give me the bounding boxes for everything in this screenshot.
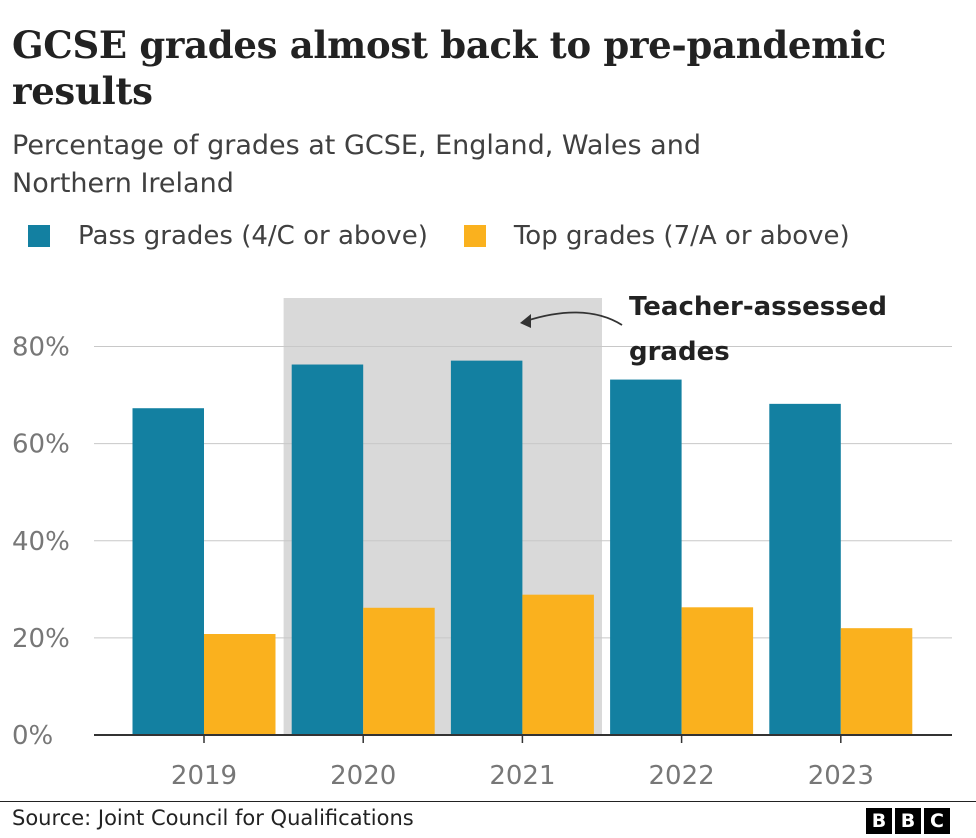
annotation-arrow — [525, 311, 623, 326]
chart-title: GCSE grades almost back to pre-pandemic … — [12, 23, 886, 113]
bar-pass-grades — [769, 403, 841, 735]
bar-top-grades — [522, 594, 594, 735]
chart-subtitle: Percentage of grades at GCSE, England, W… — [12, 130, 701, 199]
y-tick-label: 80% — [12, 333, 70, 363]
annotation-arrowhead — [520, 314, 531, 328]
x-tick-label: 2020 — [330, 761, 396, 791]
legend-item-pass: Pass grades (4/C or above) — [28, 221, 428, 251]
y-tick-label: 40% — [12, 527, 70, 557]
x-tick-label: 2022 — [649, 761, 715, 791]
bar-pass-grades — [610, 379, 682, 735]
annotation-text: grades — [629, 337, 730, 367]
bbc-logo-letter: B — [895, 808, 921, 834]
x-tick-label: 2023 — [808, 761, 874, 791]
legend-label-pass: Pass grades (4/C or above) — [78, 221, 428, 251]
legend-swatch-top — [463, 225, 486, 247]
bbc-logo-letter: C — [924, 808, 950, 834]
bar-top-grades — [363, 607, 435, 735]
footer-divider — [0, 801, 976, 802]
bbc-logo: B B C — [866, 808, 950, 834]
x-tick-label: 2019 — [171, 761, 237, 791]
y-tick-label: 0% — [12, 721, 53, 751]
bar-top-grades — [840, 628, 913, 735]
legend-label-top: Top grades (7/A or above) — [513, 221, 850, 251]
x-tick-label: 2021 — [489, 761, 555, 791]
source-note: Source: Joint Council for Qualifications — [12, 806, 414, 830]
y-tick-label: 20% — [12, 624, 70, 654]
legend-item-top: Top grades (7/A or above) — [463, 221, 850, 251]
legend: Pass grades (4/C or above) Top grades (7… — [28, 218, 886, 254]
bar-top-grades — [681, 607, 754, 735]
annotation-text: Teacher-assessed — [629, 292, 887, 322]
bar-top-grades — [204, 634, 276, 735]
bar-pass-grades — [450, 360, 523, 735]
bar-chart: 0% 20% 40% 60% 80% 2019 2020 2021 2022 2023 Teache… — [12, 292, 952, 791]
bar-pass-grades — [132, 408, 204, 735]
bbc-logo-letter: B — [866, 808, 892, 834]
bar-pass-grades — [291, 364, 364, 735]
legend-swatch-pass — [28, 225, 50, 247]
y-tick-label: 60% — [12, 430, 70, 460]
